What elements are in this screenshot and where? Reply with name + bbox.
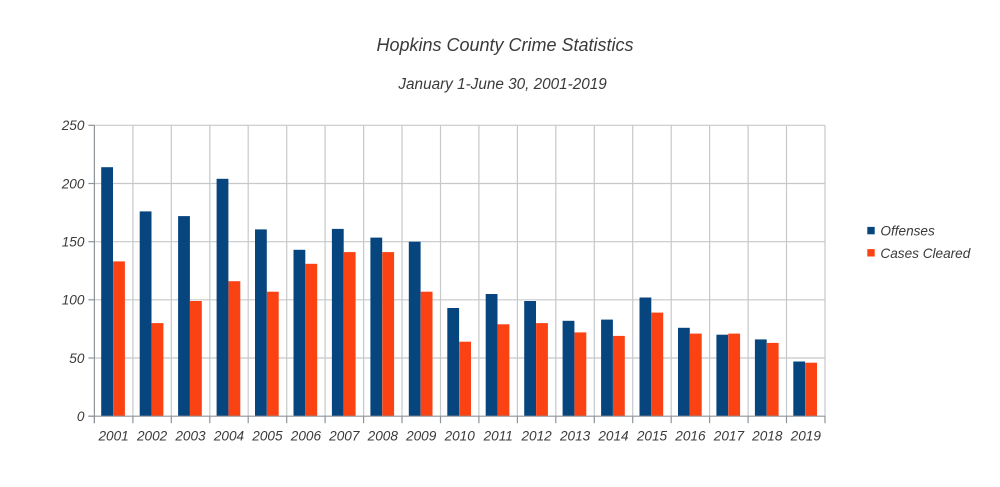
svg-text:200: 200 [61,176,85,191]
svg-text:2006: 2006 [290,429,322,444]
svg-text:2011: 2011 [483,429,513,444]
svg-text:2003: 2003 [174,429,206,444]
svg-text:2002: 2002 [136,429,168,444]
svg-text:150: 150 [62,235,85,250]
svg-text:0: 0 [77,409,85,424]
svg-text:Hopkins County Crime Statistic: Hopkins County Crime Statistics [376,35,633,55]
svg-text:2018: 2018 [751,429,783,444]
svg-text:2001: 2001 [97,429,128,444]
svg-text:2016: 2016 [674,429,706,444]
svg-text:2019: 2019 [790,429,822,444]
svg-text:2012: 2012 [520,429,552,444]
svg-text:Cases Cleared: Cases Cleared [880,246,970,261]
svg-text:2015: 2015 [636,429,668,444]
svg-text:250: 250 [61,118,85,133]
svg-text:2009: 2009 [405,429,437,444]
svg-text:January 1-June 30, 2001-2019: January 1-June 30, 2001-2019 [397,76,607,93]
svg-text:2007: 2007 [328,429,360,444]
svg-text:Offenses: Offenses [880,224,935,239]
svg-text:2013: 2013 [559,429,591,444]
svg-text:100: 100 [62,293,85,308]
svg-text:2014: 2014 [597,429,629,444]
svg-text:2004: 2004 [213,429,245,444]
svg-text:2005: 2005 [251,429,283,444]
svg-text:2017: 2017 [713,429,745,444]
svg-text:2010: 2010 [444,429,476,444]
svg-text:2008: 2008 [367,429,399,444]
svg-text:50: 50 [69,351,85,366]
